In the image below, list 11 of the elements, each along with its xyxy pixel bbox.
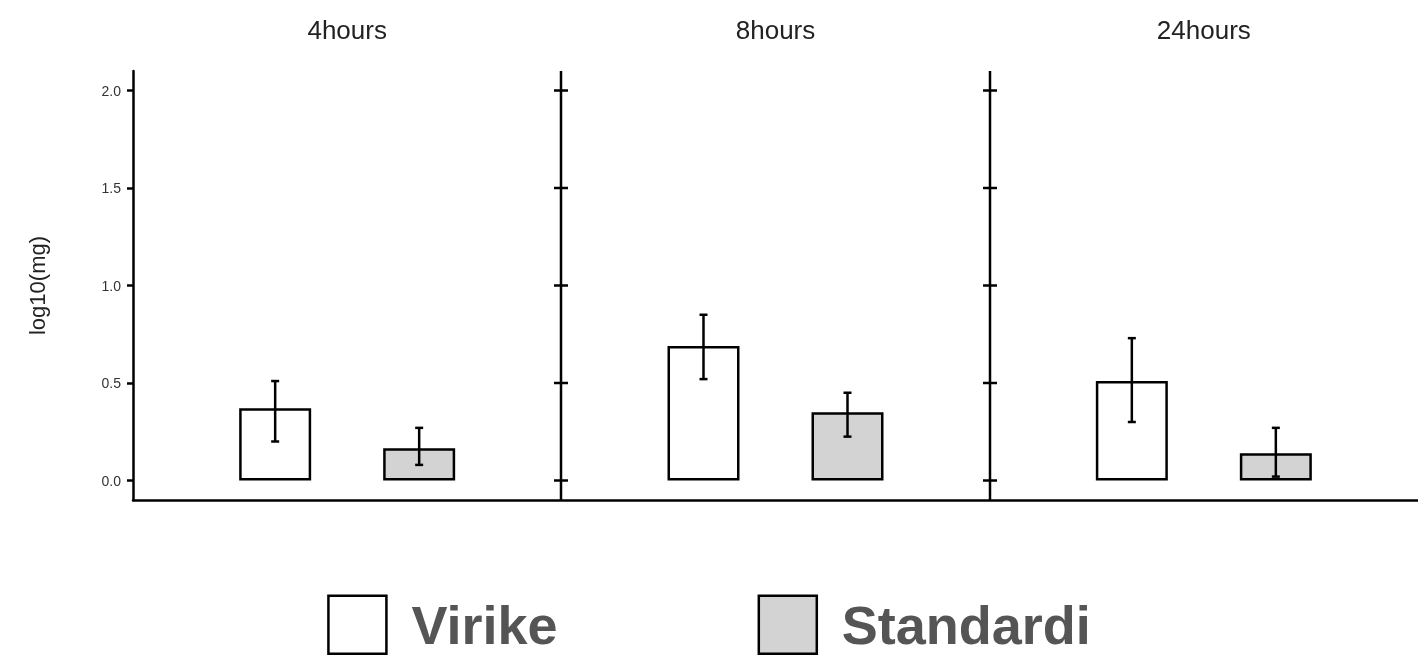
x-tick-label: 8hours	[735, 15, 816, 45]
y-axis-title: log10(mg)	[24, 235, 50, 336]
y-tick-label: 2.0	[101, 82, 122, 99]
y-tick-label: 0.5	[101, 375, 122, 391]
y-tick-label: 1.0	[101, 277, 122, 294]
y-tick-label: 1.5	[101, 180, 122, 196]
y-tick-label: 0.0	[101, 472, 122, 489]
legend-label: Virike	[411, 594, 558, 655]
legend-label: Standardi	[841, 594, 1091, 655]
x-tick-label: 24hours	[1156, 15, 1251, 45]
x-tick-label: 4hours	[307, 15, 387, 45]
